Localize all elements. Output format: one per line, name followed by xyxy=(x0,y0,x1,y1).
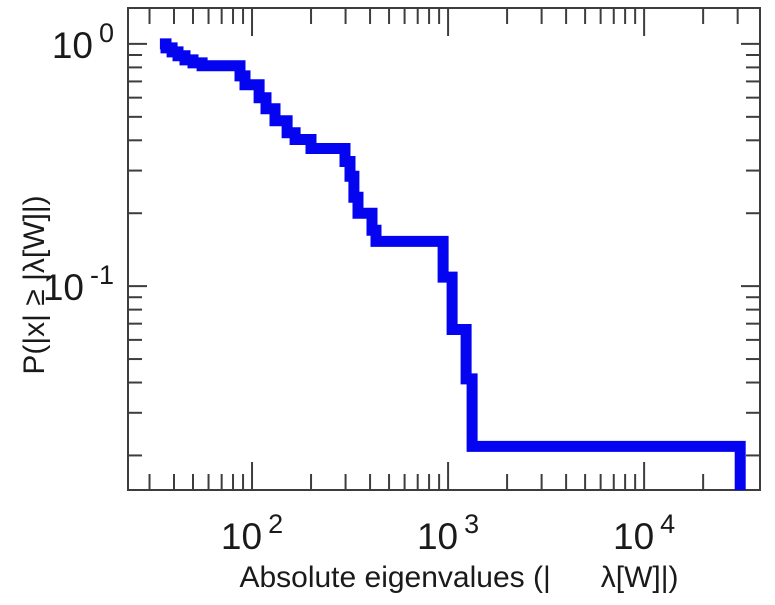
eigenvalue-ccdf-line xyxy=(159,38,746,490)
plot-frame xyxy=(127,7,761,491)
x-axis-label: Absolute eigenvalues (| λ[W]|) xyxy=(239,561,678,594)
y-tick-label: 10 -1 xyxy=(43,260,114,308)
y-axis-label: P(|x| ≥ |λ[W]|) xyxy=(18,195,51,374)
plot-generated-layer: 10 2 10 3 10 4 10 0 10 -1 xyxy=(43,7,761,557)
x-tick-label: 10 3 xyxy=(417,509,479,557)
y-tick-label: 10 0 xyxy=(52,18,114,66)
x-tick-label: 10 4 xyxy=(613,509,675,557)
x-tick-label: 10 2 xyxy=(221,509,283,557)
